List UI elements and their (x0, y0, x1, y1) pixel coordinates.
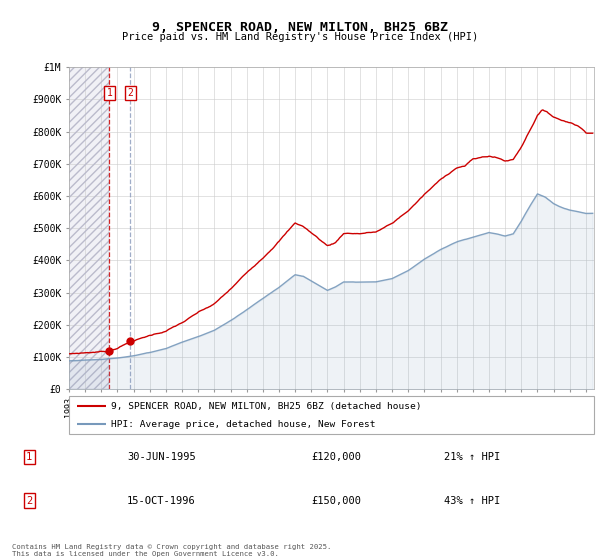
Text: £120,000: £120,000 (311, 452, 362, 462)
Text: 1: 1 (26, 452, 32, 462)
Text: 43% ↑ HPI: 43% ↑ HPI (444, 496, 500, 506)
Text: 1: 1 (106, 88, 112, 98)
Text: 9, SPENCER ROAD, NEW MILTON, BH25 6BZ (detached house): 9, SPENCER ROAD, NEW MILTON, BH25 6BZ (d… (111, 402, 421, 410)
Text: Price paid vs. HM Land Registry's House Price Index (HPI): Price paid vs. HM Land Registry's House … (122, 32, 478, 43)
FancyBboxPatch shape (69, 396, 594, 434)
Text: 30-JUN-1995: 30-JUN-1995 (127, 452, 196, 462)
Text: 9, SPENCER ROAD, NEW MILTON, BH25 6BZ: 9, SPENCER ROAD, NEW MILTON, BH25 6BZ (152, 21, 448, 34)
Text: Contains HM Land Registry data © Crown copyright and database right 2025.
This d: Contains HM Land Registry data © Crown c… (12, 544, 331, 557)
Text: 2: 2 (26, 496, 32, 506)
Text: £150,000: £150,000 (311, 496, 362, 506)
Bar (69, 67, 109, 389)
Bar (69, 67, 109, 389)
Text: 15-OCT-1996: 15-OCT-1996 (127, 496, 196, 506)
Text: HPI: Average price, detached house, New Forest: HPI: Average price, detached house, New … (111, 420, 376, 429)
Text: 2: 2 (127, 88, 133, 98)
Text: 21% ↑ HPI: 21% ↑ HPI (444, 452, 500, 462)
